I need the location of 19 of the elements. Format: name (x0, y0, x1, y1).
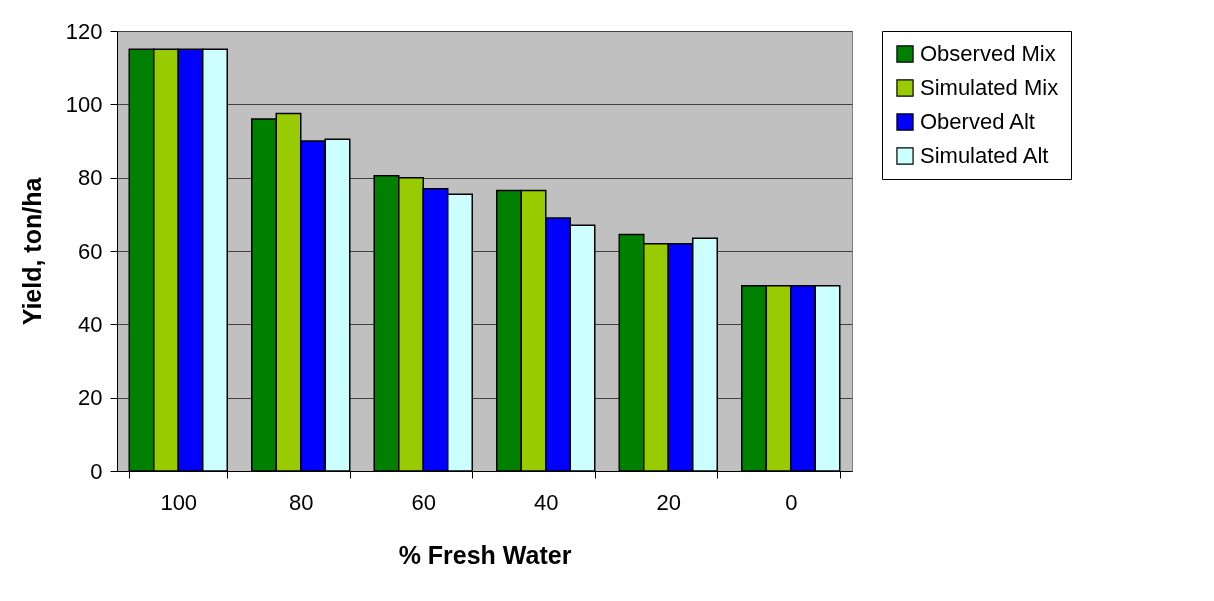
x-tick-label: 100 (160, 489, 198, 515)
legend-label: Oberved Alt (920, 109, 1035, 134)
y-tick-label: 120 (65, 18, 103, 44)
y-tick-label: 0 (90, 458, 103, 484)
x-axis-title: % Fresh Water (398, 540, 572, 569)
x-tick-label: 40 (534, 489, 559, 515)
legend-label: Observed Mix (920, 41, 1056, 66)
x-tick-label: 80 (289, 489, 314, 515)
y-tick-label: 60 (78, 238, 103, 264)
legend-label: Simulated Mix (920, 75, 1059, 100)
x-tick-label: 60 (411, 489, 436, 515)
y-tick-label: 20 (78, 385, 103, 411)
y-tick-label: 100 (65, 91, 103, 117)
y-tick-label: 40 (78, 311, 103, 337)
x-tick-label: 20 (656, 489, 681, 515)
y-axis-title: Yield, ton/ha (17, 176, 46, 326)
x-tick-label: 0 (785, 489, 798, 515)
legend-label: Simulated Alt (920, 143, 1049, 168)
y-tick-label: 80 (78, 165, 103, 191)
